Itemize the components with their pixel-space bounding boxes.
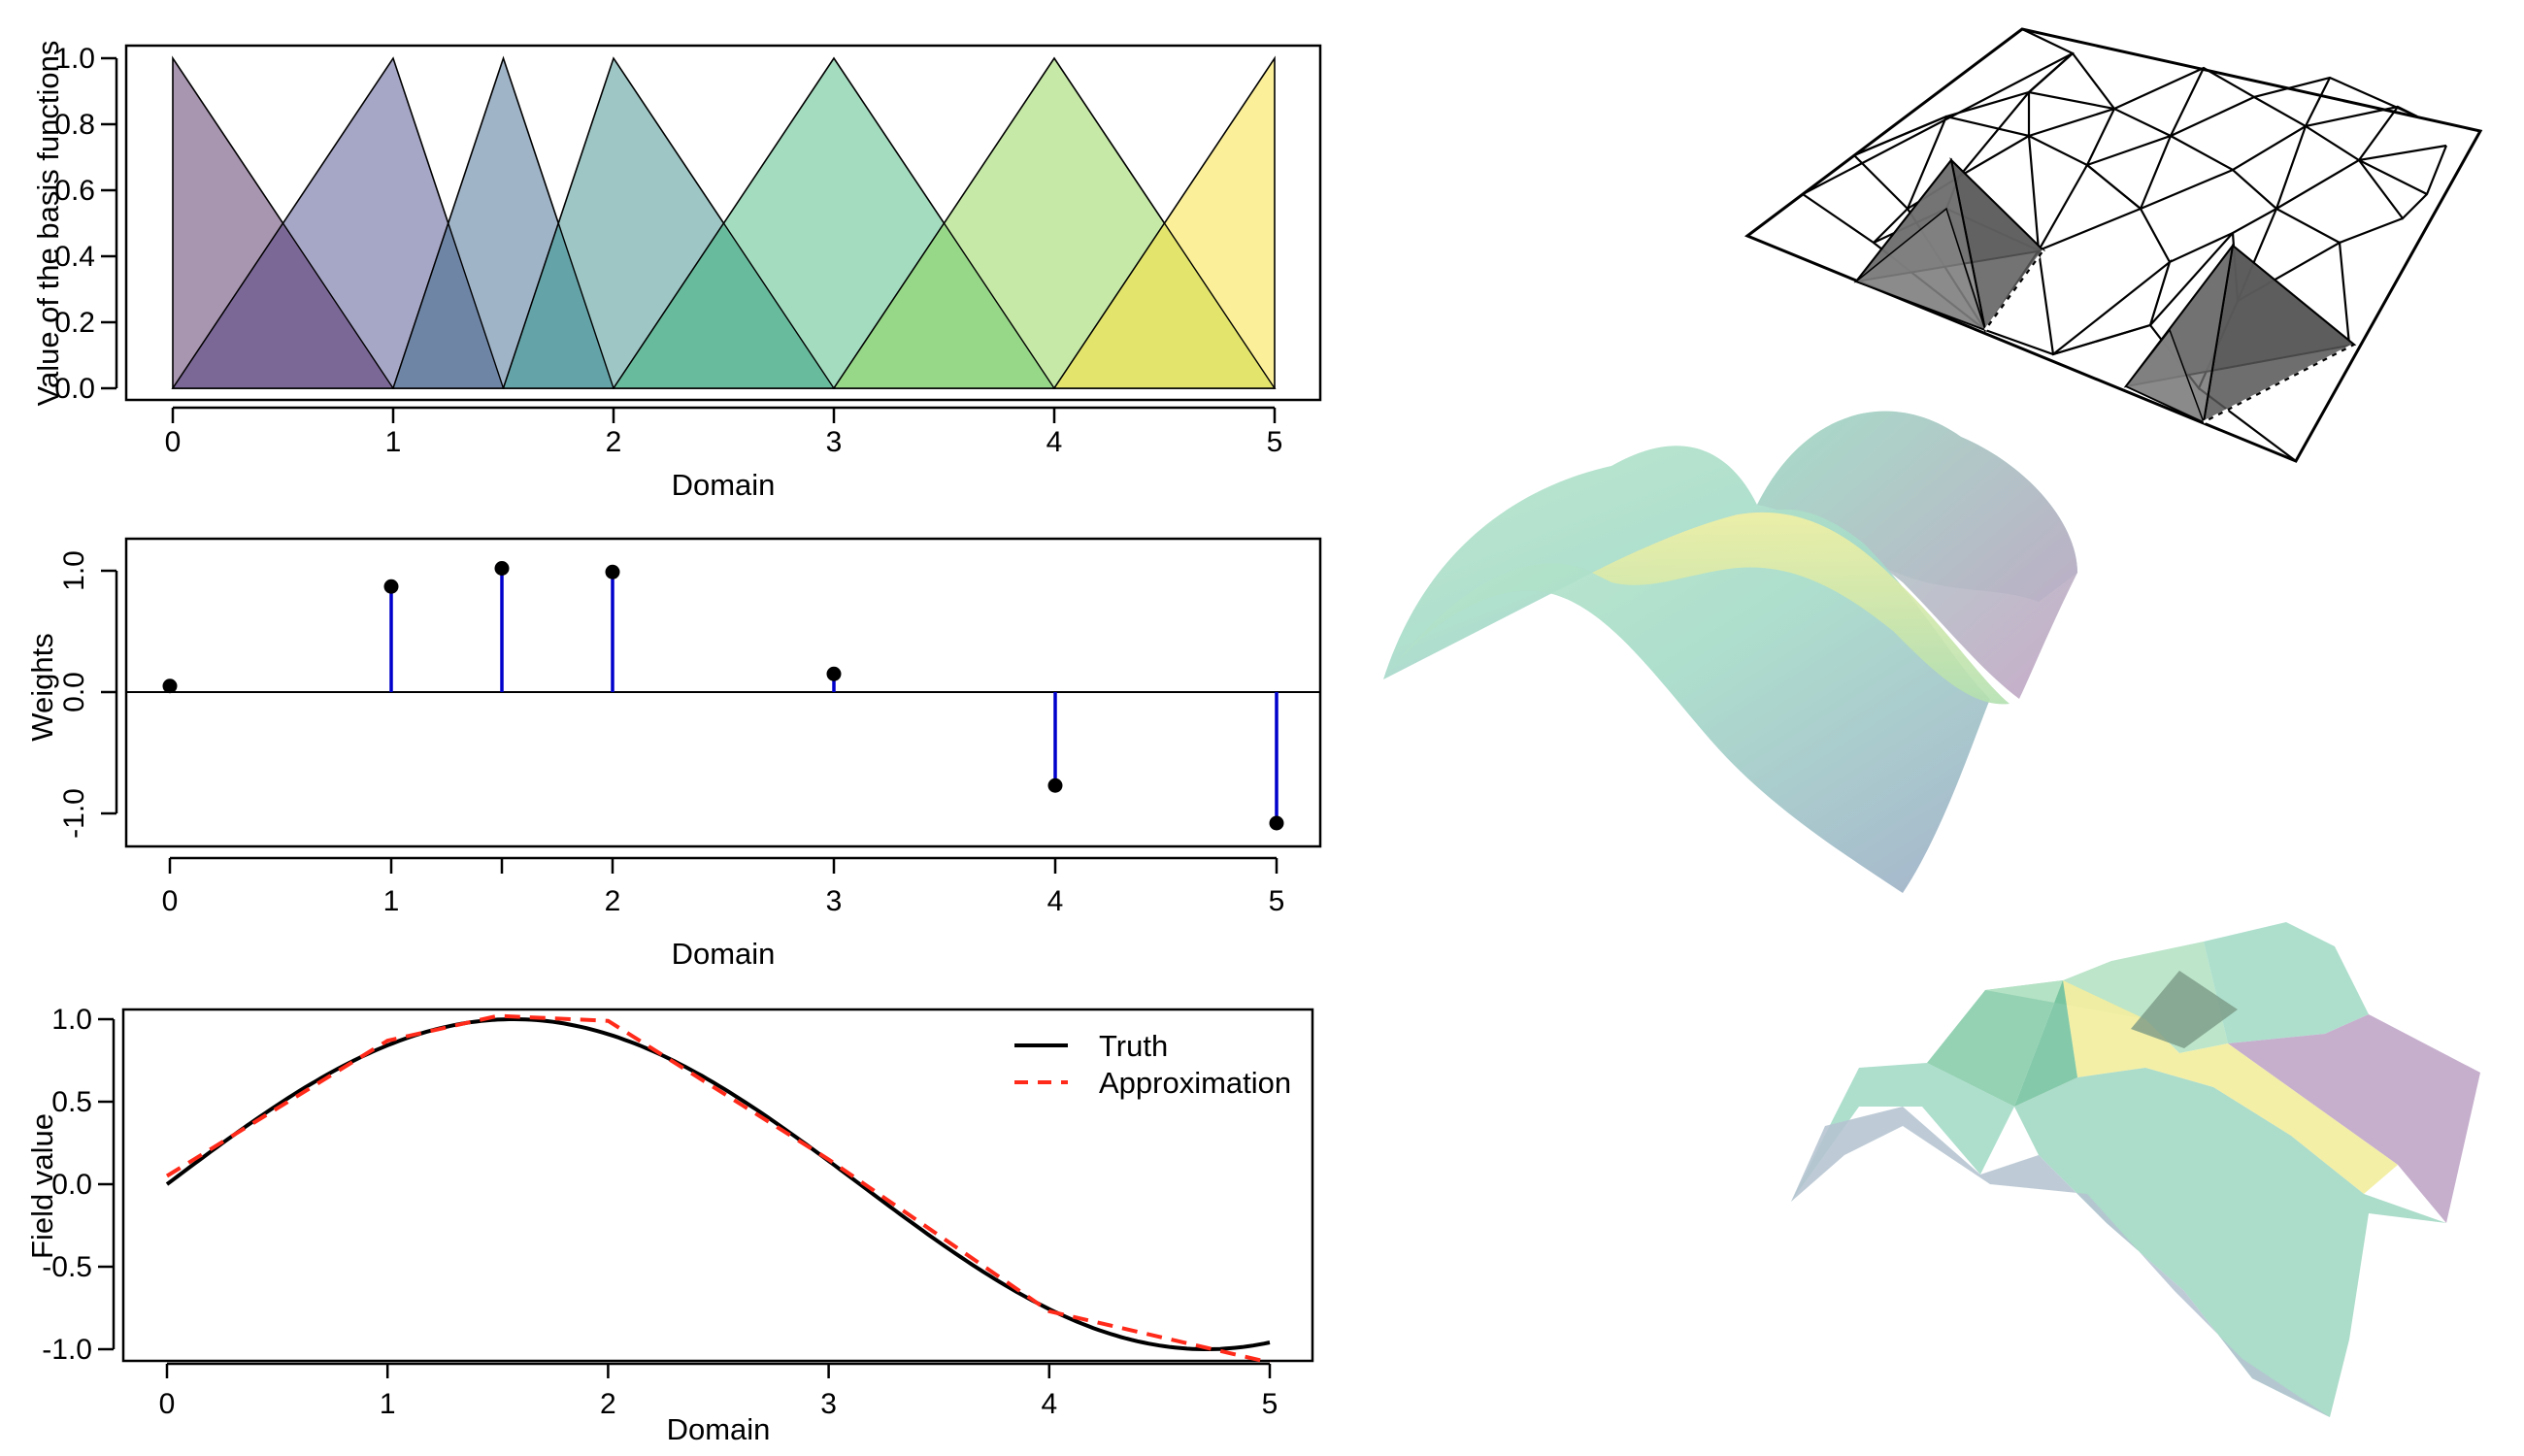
approx-facet	[2131, 971, 2238, 1048]
basis-overlap-5	[1052, 221, 1277, 389]
basis-x-axis-title: Domain	[672, 468, 776, 502]
field-y-tick-label: -0.5	[42, 1251, 92, 1283]
weights-x-tick-label: 1	[383, 885, 400, 917]
weight-point	[1047, 778, 1063, 793]
basis-overlap-1	[392, 220, 505, 389]
basis-overlap-4	[832, 221, 1056, 389]
field-y-axis: -1.0 -0.5 0.0 0.5 1.0	[42, 1004, 116, 1366]
mesh-surface	[1744, 27, 2483, 463]
basis-y-tick-label: 0.4	[54, 241, 95, 273]
field-plot-frame	[121, 1008, 1314, 1363]
weights-x-tick-label: 5	[1269, 885, 1285, 917]
weights-y-tick-label: 1.0	[58, 550, 90, 591]
approx-facet	[2014, 1068, 2446, 1417]
approx-facet	[1927, 980, 2063, 1107]
smooth-surface-ridge	[1592, 512, 2009, 705]
weights-x-axis: 0 1 2 3 4 5	[162, 856, 1285, 917]
field-y-tick-label: -1.0	[42, 1334, 92, 1366]
approx-facet	[2014, 980, 2077, 1107]
field-x-tick-label: 0	[159, 1388, 176, 1420]
basis-y-tick-label: 1.0	[54, 43, 95, 75]
weight-point	[494, 561, 510, 576]
approx-facet	[2228, 1014, 2480, 1223]
basis-pyramid-left	[1853, 157, 2046, 333]
basis-y-tick-label: 0.6	[54, 175, 95, 207]
basis-x-tick-label: 4	[1046, 426, 1063, 458]
smooth-field-surface	[1383, 411, 2077, 893]
weight-point	[1269, 815, 1284, 831]
weights-panel: 0 1 2 3 4 5 -1.0 0.0 1.0 Domain Weights	[25, 537, 1322, 971]
approximated-field-surface	[1791, 922, 2480, 1417]
field-y-axis-title: Field value	[25, 1113, 59, 1259]
approx-facet	[2204, 922, 2369, 1043]
approx-facet	[1791, 1063, 2014, 1202]
basis-overlap-2	[502, 220, 614, 389]
weights-x-tick-label: 0	[162, 885, 179, 917]
basis-x-axis: 0 1 2 3 4 5	[165, 406, 1283, 458]
smooth-surface-right	[1757, 411, 2077, 699]
weights-stems	[162, 561, 1284, 831]
weight-point	[605, 564, 620, 579]
field-lines	[165, 1013, 1271, 1365]
weights-x-tick-label: 2	[605, 885, 621, 917]
weights-x-tick-label: 3	[826, 885, 843, 917]
basis-overlap-0	[171, 221, 395, 389]
field-x-tick-label: 1	[380, 1388, 396, 1420]
legend-approximation-label: Approximation	[1099, 1066, 1291, 1100]
basis-x-tick-label: 0	[165, 426, 182, 458]
basis-y-tick-label: 0.8	[54, 109, 95, 141]
field-x-tick-label: 4	[1041, 1388, 1057, 1420]
basis-x-tick-label: 2	[606, 426, 622, 458]
basis-plot-frame	[124, 44, 1322, 402]
basis-x-tick-label: 1	[385, 426, 402, 458]
field-y-tick-label: 0.5	[51, 1086, 92, 1118]
field-x-axis: 0 1 2 3 4 5	[159, 1362, 1279, 1420]
field-x-tick-label: 2	[600, 1388, 616, 1420]
legend-truth-label: Truth	[1099, 1029, 1168, 1063]
basis-pyramid-right	[2123, 244, 2357, 424]
field-panel: 0 1 2 3 4 5 -1.0 -0.5 0.0 0.5 1.0 Domain Field va…	[25, 1004, 1314, 1446]
basis-y-axis: 0.0 0.2 0.4 0.6 0.8 1.0	[54, 43, 118, 405]
smooth-surface-front	[1383, 509, 1990, 893]
triangular-mesh-illustration	[1744, 27, 2483, 463]
field-x-tick-label: 5	[1262, 1388, 1279, 1420]
weight-point	[383, 579, 399, 594]
basis-functions-panel: 0 1 2 3 4 5 0.0 0.2 0.4 0.6 0.8 1.0 Domain Value o…	[31, 41, 1322, 502]
basis-overlap-3	[612, 221, 836, 389]
weight-point	[162, 678, 178, 694]
field-x-axis-title: Domain	[667, 1412, 771, 1446]
basis-x-tick-label: 3	[826, 426, 843, 458]
weights-y-tick-label: -1.0	[58, 788, 90, 839]
basis-x-tick-label: 5	[1267, 426, 1283, 458]
field-legend: Truth Approximation	[1014, 1029, 1291, 1100]
basis-y-axis-title: Value of the basis functions	[31, 41, 65, 407]
basis-y-tick-label: 0.0	[54, 373, 95, 405]
weights-y-axis: -1.0 0.0 1.0	[58, 550, 118, 839]
field-y-tick-label: 0.0	[51, 1169, 92, 1201]
field-y-tick-label: 1.0	[51, 1004, 92, 1036]
weight-point	[826, 666, 842, 681]
weights-x-axis-title: Domain	[672, 937, 776, 971]
approx-facet	[1791, 1107, 2330, 1417]
basis-function-areas	[171, 55, 1277, 389]
weights-x-tick-label: 4	[1047, 885, 1064, 917]
approximation-line	[165, 1013, 1271, 1365]
weights-y-tick-label: 0.0	[58, 672, 90, 712]
field-x-tick-label: 3	[820, 1388, 837, 1420]
weights-y-axis-title: Weights	[25, 633, 59, 741]
basis-y-tick-label: 0.2	[54, 307, 95, 339]
